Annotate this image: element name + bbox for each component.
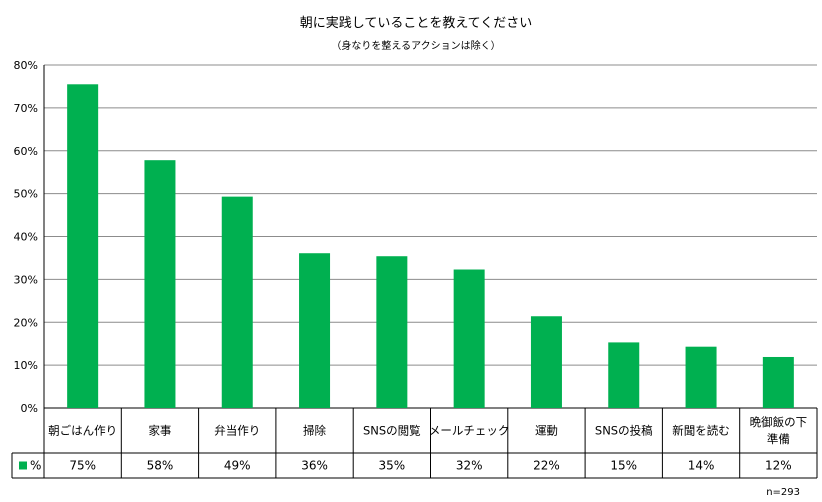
bar	[67, 84, 99, 408]
sample-size-note: n=293	[766, 487, 800, 498]
category-label: 準備	[767, 432, 790, 446]
value-label: 12%	[765, 459, 792, 473]
category-label: 運動	[535, 424, 558, 438]
y-tick-label: 30%	[14, 273, 38, 286]
value-label: 36%	[301, 459, 328, 473]
value-label: 15%	[610, 459, 637, 473]
value-label: 75%	[69, 459, 96, 473]
value-label: 58%	[147, 459, 174, 473]
category-label: 弁当作り	[214, 424, 260, 438]
y-tick-label: 70%	[14, 102, 38, 115]
bar	[299, 253, 331, 408]
category-label: SNSの投稿	[595, 424, 653, 438]
bar	[453, 269, 485, 408]
value-label: 14%	[688, 459, 715, 473]
y-tick-label: 20%	[14, 316, 38, 329]
bar	[608, 342, 640, 408]
y-tick-label: 80%	[14, 59, 38, 72]
category-label: メールチェック	[429, 424, 510, 438]
data-table: 朝ごはん作り 家事 弁当作り 掃除 SNSの閲覧 メールチェック 運動 SNSの投稿 新聞を読む…	[11, 408, 818, 479]
value-label: 32%	[456, 459, 483, 473]
y-tick-label: 50%	[14, 188, 38, 201]
chart-title: 朝に実践していることを教えてください	[300, 15, 533, 31]
y-axis: 0% 10% 20% 30% 40% 50% 60% 70% 80%	[14, 59, 45, 415]
category-label: 家事	[148, 424, 171, 438]
bar	[144, 160, 176, 408]
chart-subtitle: （身なりを整えるアクションは除く）	[331, 39, 500, 52]
y-tick-label: 40%	[14, 231, 38, 244]
y-tick-label: 0%	[21, 402, 38, 415]
category-label: 掃除	[303, 424, 326, 438]
category-label: 朝ごはん作り	[48, 424, 117, 438]
bar	[685, 346, 717, 408]
category-label: 晩御飯の下	[750, 415, 808, 429]
category-label: SNSの閲覧	[363, 424, 421, 438]
legend-swatch	[19, 461, 27, 470]
bars	[67, 84, 794, 408]
category-label: 新聞を読む	[672, 424, 730, 438]
bar	[221, 196, 253, 408]
bar	[530, 316, 562, 408]
bar	[762, 356, 794, 408]
value-label: 35%	[379, 459, 406, 473]
value-label: 22%	[533, 459, 560, 473]
y-tick-label: 10%	[14, 359, 38, 372]
bar	[376, 256, 408, 408]
value-label: 49%	[224, 459, 251, 473]
y-tick-label: 60%	[14, 145, 38, 158]
legend-label: %	[30, 459, 41, 473]
